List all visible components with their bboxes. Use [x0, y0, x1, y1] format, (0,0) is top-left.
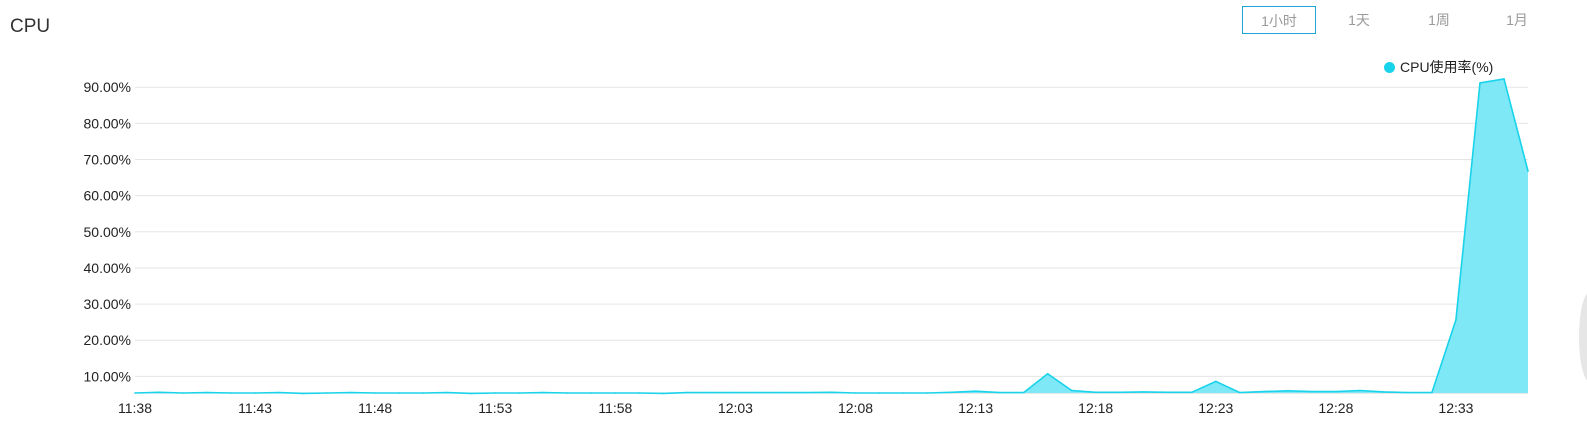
data-point — [782, 391, 785, 394]
tab-1-month[interactable]: 1月 — [1506, 12, 1528, 28]
area-layer — [134, 78, 1529, 395]
data-point — [422, 392, 425, 394]
data-point — [758, 391, 761, 394]
y-tick-label: 30.00% — [84, 296, 131, 312]
data-point — [302, 392, 304, 395]
x-tick-label: 12:08 — [838, 400, 873, 416]
data-point — [1022, 391, 1025, 394]
data-point — [1311, 390, 1313, 393]
data-point — [1407, 391, 1409, 394]
data-point — [686, 391, 689, 394]
x-tick-label: 11:38 — [118, 400, 152, 416]
y-tick-label: 80.00% — [84, 115, 131, 131]
y-tick-label: 70.00% — [84, 152, 131, 168]
data-point — [1142, 391, 1145, 393]
cpu-usage-line — [134, 78, 1529, 395]
x-tick-label: 12:03 — [718, 400, 753, 416]
data-point — [1287, 390, 1289, 392]
data-point — [1215, 380, 1217, 383]
data-point — [1335, 390, 1337, 393]
y-tick-label: 10.00% — [84, 368, 131, 384]
y-tick-label: 20.00% — [84, 332, 131, 348]
data-point — [1046, 373, 1049, 375]
data-point — [614, 392, 617, 394]
data-point — [1166, 391, 1169, 394]
data-point — [1431, 391, 1433, 394]
tab-1-week[interactable]: 1周 — [1428, 12, 1450, 28]
data-point — [1070, 389, 1073, 392]
data-point — [902, 392, 905, 394]
y-axis-ticks: 10.00% 20.00% 30.00% 40.00% 50.00% 60.00% 70.0… — [84, 79, 131, 384]
data-point — [830, 391, 833, 394]
side-scroll-handle[interactable] — [1579, 292, 1587, 382]
data-point — [206, 391, 208, 394]
x-tick-label: 12:33 — [1438, 400, 1473, 416]
data-point — [1263, 390, 1265, 393]
data-point — [1503, 78, 1505, 80]
data-point — [1455, 319, 1457, 321]
data-point — [518, 392, 521, 394]
data-point — [254, 392, 256, 394]
data-point — [374, 392, 377, 394]
tab-1-hour[interactable]: 1小时 — [1242, 6, 1316, 34]
data-point — [326, 392, 328, 394]
x-tick-label: 12:13 — [958, 400, 993, 416]
data-point — [638, 392, 641, 394]
data-point — [230, 392, 232, 394]
data-point — [878, 392, 881, 394]
data-point — [134, 392, 136, 394]
panel-title: CPU — [10, 16, 51, 37]
data-point — [1239, 391, 1241, 394]
data-point — [542, 391, 545, 394]
data-point — [494, 392, 497, 394]
grid-lines — [135, 86, 1528, 394]
x-tick-label: 11:53 — [478, 400, 512, 416]
time-range-tabs: 1小时 1天 1周 1月 — [1242, 6, 1562, 36]
chart-legend[interactable]: CPU使用率(%) — [1384, 58, 1493, 76]
x-tick-label: 11:43 — [238, 400, 272, 416]
data-point — [446, 391, 449, 394]
data-point — [158, 391, 160, 394]
data-point — [1479, 82, 1481, 84]
data-point — [1527, 170, 1529, 172]
data-point — [1359, 389, 1361, 392]
y-tick-label: 90.00% — [84, 79, 131, 95]
legend-series-label: CPU使用率(%) — [1400, 59, 1494, 75]
cpu-usage-area — [135, 78, 1528, 394]
data-point — [998, 391, 1001, 394]
data-point — [662, 392, 665, 395]
data-point — [734, 391, 737, 394]
x-axis-ticks: 11:38 11:43 11:48 11:53 11:58 12:03 12:08 12:13… — [118, 400, 1474, 416]
x-tick-label: 11:58 — [598, 400, 632, 416]
data-point — [182, 392, 184, 394]
y-tick-label: 40.00% — [84, 260, 131, 276]
data-point — [350, 391, 353, 394]
data-point — [1094, 391, 1097, 394]
data-point — [950, 391, 953, 394]
x-tick-label: 12:18 — [1078, 400, 1113, 416]
data-point — [806, 391, 809, 394]
x-tick-label: 12:28 — [1318, 400, 1353, 416]
data-point — [470, 392, 473, 395]
data-point — [1383, 391, 1385, 393]
data-point — [974, 390, 977, 393]
data-point — [1191, 391, 1193, 394]
data-point — [710, 391, 713, 394]
data-point — [926, 392, 929, 394]
data-point — [278, 391, 280, 394]
data-point — [1118, 391, 1121, 394]
x-tick-label: 11:48 — [358, 400, 392, 416]
data-point — [854, 392, 857, 394]
legend-swatch — [1384, 61, 1395, 73]
data-point — [590, 392, 593, 394]
y-tick-label: 50.00% — [84, 224, 131, 240]
x-tick-label: 12:23 — [1198, 400, 1233, 416]
data-point — [566, 392, 569, 394]
y-tick-label: 60.00% — [84, 188, 131, 204]
data-point — [398, 392, 401, 394]
tab-1-day[interactable]: 1天 — [1348, 12, 1370, 28]
